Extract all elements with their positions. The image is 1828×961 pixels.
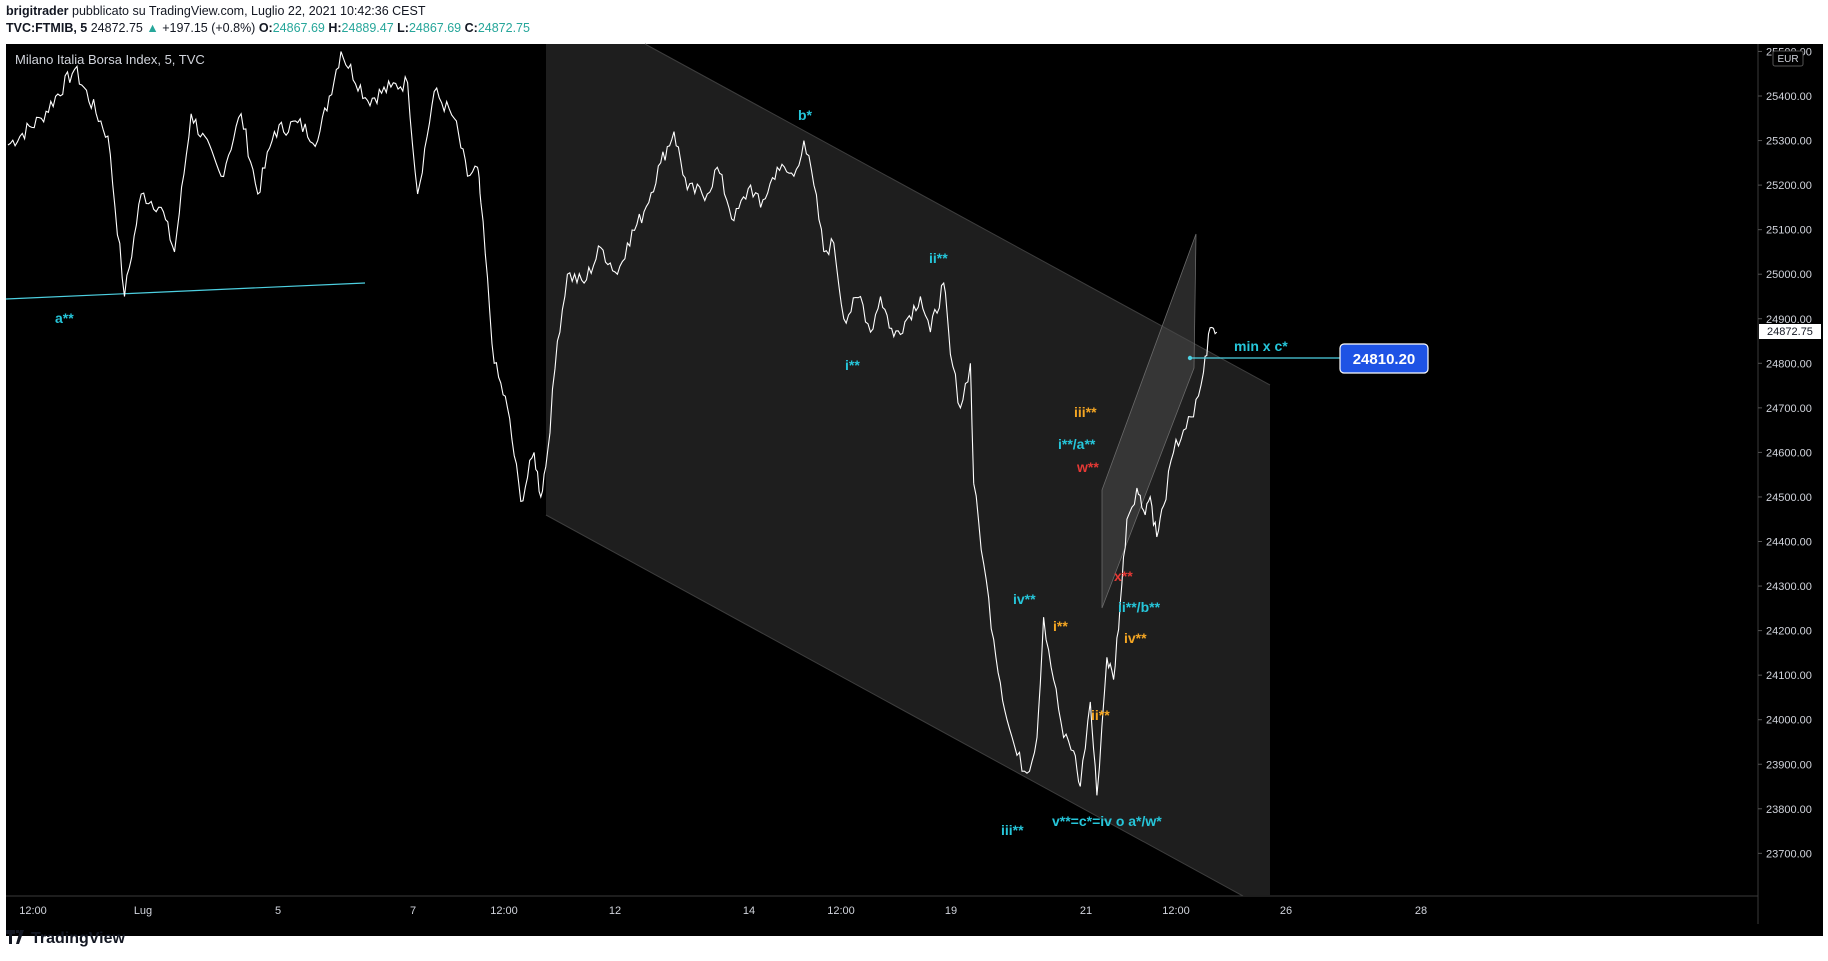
label-i2-a2: i**/a**	[1058, 436, 1096, 452]
time-axis-tick: Lug	[134, 905, 152, 917]
currency-tag[interactable]	[1772, 50, 1804, 67]
price-axis-tick: 24800.00	[1766, 358, 1812, 370]
time-axis-tick: 28	[1415, 905, 1427, 917]
label-i2-orange: i**	[1053, 618, 1068, 634]
price-axis-tick: 25100.00	[1766, 225, 1812, 237]
publish-date: pubblicato su TradingView.com, Luglio 22…	[72, 4, 426, 18]
last-price-tag	[1759, 324, 1821, 339]
time-axis-tick: 12	[609, 905, 621, 917]
up-arrow-icon: ▲	[146, 21, 159, 35]
price-axis-tick: 24900.00	[1766, 314, 1812, 326]
trend-line-a[interactable]	[5, 282, 366, 300]
price-line-segment	[7, 51, 482, 297]
label-ii2-b2: ii**/b**	[1118, 599, 1161, 615]
rising-wedge[interactable]	[1101, 233, 1197, 609]
last-price-tag-text: 24872.75	[1767, 326, 1813, 338]
time-axis-labels: 12:00 Lug 5 7 12:00 12 14 12:00 19 21 12:00 26 28	[19, 905, 1427, 917]
price-axis-tick: 24000.00	[1766, 715, 1812, 727]
time-axis-tick: 5	[275, 905, 281, 917]
time-axis-tick: 7	[410, 905, 416, 917]
ohlc-legend: TVC:FTMIB, 5 24872.75 ▲ +197.15 (+0.8%) …	[6, 21, 530, 35]
price-line-segment	[823, 237, 975, 484]
target-anchor[interactable]	[1187, 355, 1193, 361]
label-ii2-top: ii**	[929, 250, 948, 266]
price-axis-tick: 23700.00	[1766, 848, 1812, 860]
price-axis[interactable]	[1758, 44, 1823, 936]
price-series	[7, 51, 1218, 796]
low-label: L:	[397, 21, 409, 35]
price-axis-tick: 24100.00	[1766, 670, 1812, 682]
price-axis-tick: 23800.00	[1766, 804, 1812, 816]
open-value: 24867.69	[272, 21, 325, 35]
time-axis-tick: 21	[1080, 905, 1092, 917]
label-iii2-teal: iii**	[1001, 822, 1024, 838]
time-axis-tick: 12:00	[1162, 905, 1190, 917]
low-value: 24867.69	[408, 21, 462, 35]
channel-lower-line	[545, 514, 1244, 897]
label-min-x-c: min x c*	[1234, 338, 1288, 354]
target-price-box[interactable]	[1339, 343, 1429, 374]
time-axis-tick: 12:00	[19, 905, 47, 917]
price-line-segment	[556, 131, 825, 342]
time-axis-tick: 12:00	[490, 905, 518, 917]
publish-info: brigitrader pubblicato su TradingView.co…	[6, 4, 425, 18]
price-axis-tick: 24400.00	[1766, 537, 1812, 549]
label-ii2-orange: ii**	[1091, 707, 1110, 723]
descending-channel[interactable]	[546, 44, 1270, 896]
label-i2-top: i**	[845, 357, 860, 373]
label-a2: a**	[55, 310, 74, 326]
close-label: C:	[464, 21, 478, 35]
price-axis-tick: 25300.00	[1766, 136, 1812, 148]
label-iii2-orange: iii**	[1074, 404, 1097, 420]
price-axis-tick: 25400.00	[1766, 91, 1812, 103]
price-axis-tick: 25000.00	[1766, 269, 1812, 281]
tradingview-logo-icon	[6, 930, 28, 948]
label-w2: w**	[1076, 459, 1099, 475]
price-axis-tick: 25200.00	[1766, 180, 1812, 192]
label-x2: x**	[1114, 568, 1133, 584]
price-axis-tick: 24600.00	[1766, 447, 1812, 459]
time-axis-tick: 12:00	[827, 905, 855, 917]
tradingview-logo[interactable]: TradingView	[6, 930, 125, 948]
label-iv2-orange: iv**	[1124, 630, 1147, 646]
target-price-text: 24810.20	[1353, 351, 1416, 368]
price-line-segment	[480, 202, 558, 503]
price-axis-tick: 24300.00	[1766, 581, 1812, 593]
high-value: 24889.47	[341, 21, 394, 35]
high-label: H:	[328, 21, 342, 35]
label-b1: b*	[798, 107, 813, 123]
close-value: 24872.75	[477, 21, 530, 35]
price-axis-tick: 23900.00	[1766, 759, 1812, 771]
price-axis-tick: 24500.00	[1766, 492, 1812, 504]
price-axis-tick: 24200.00	[1766, 626, 1812, 638]
pane-title: Milano Italia Borsa Index, 5, TVC	[15, 52, 205, 67]
price-axis-labels: 25500.0025400.0025300.0025200.0025100.00…	[1758, 46, 1812, 860]
tradingview-logo-text: TradingView	[31, 930, 125, 947]
open-label: O:	[258, 21, 273, 35]
time-axis-tick: 26	[1280, 905, 1292, 917]
symbol-label: TVC:FTMIB, 5	[6, 21, 88, 35]
label-iv2-teal: iv**	[1013, 591, 1036, 607]
price-change: +197.15 (+0.8%)	[162, 21, 256, 35]
time-axis-tick: 14	[743, 905, 755, 917]
last-price: 24872.75	[90, 21, 143, 35]
author-name[interactable]: brigitrader	[6, 4, 69, 18]
label-v2: v**=c*=iv o a*/w*	[1052, 813, 1162, 829]
price-line-segment	[973, 326, 1218, 796]
currency-text: EUR	[1777, 54, 1798, 65]
time-axis-tick: 19	[945, 905, 957, 917]
price-axis-tick: 24700.00	[1766, 403, 1812, 415]
